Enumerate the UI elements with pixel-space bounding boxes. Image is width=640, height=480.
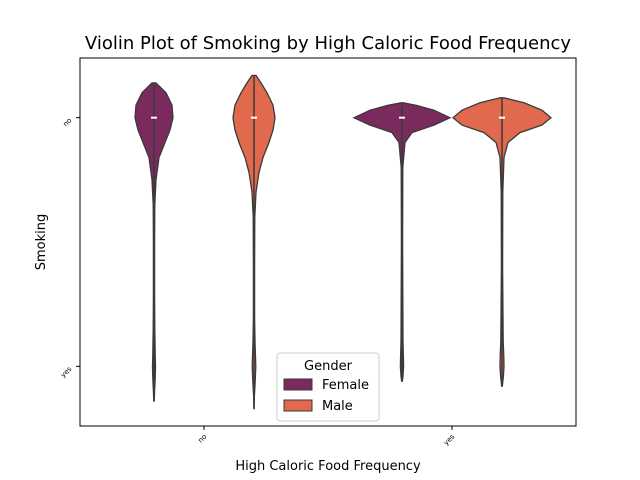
legend-swatch-male <box>283 399 313 412</box>
legend-items: Female Male <box>283 378 369 414</box>
x-ticks: no yes <box>197 426 457 447</box>
legend-swatch-female <box>283 378 313 391</box>
legend: Gender Female Male <box>276 352 380 422</box>
violins-layer <box>134 74 553 410</box>
x-tick-label-no: no <box>197 433 209 445</box>
y-tick-label-yes: yes <box>59 365 73 379</box>
x-axis-label: High Caloric Food Frequency <box>235 459 421 474</box>
legend-label-female: Female <box>322 378 369 393</box>
x-tick-label-yes: yes <box>442 433 456 447</box>
y-tick-label-no: no <box>62 116 74 128</box>
plot-frame <box>79 57 577 427</box>
y-axis-label: Smoking <box>34 214 49 271</box>
legend-title: Gender <box>304 359 353 374</box>
y-ticks: no yes <box>59 116 80 379</box>
legend-label-male: Male <box>322 399 353 414</box>
chart-title: Violin Plot of Smoking by High Caloric F… <box>85 33 571 54</box>
